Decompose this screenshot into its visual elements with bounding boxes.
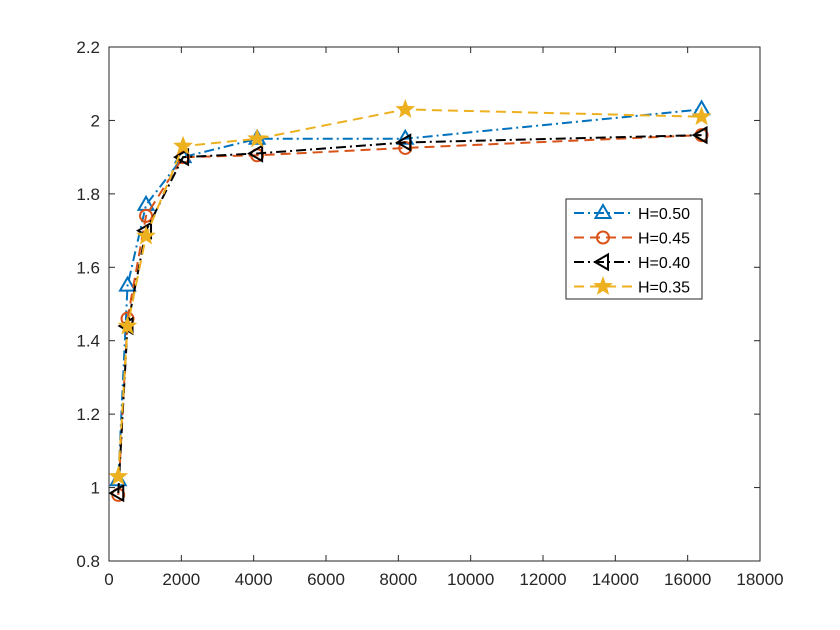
legend-entry: H=0.45: [574, 230, 690, 248]
data-point-marker: [173, 147, 190, 167]
legend-label: H=0.45: [638, 231, 690, 248]
x-tick-label: 0: [104, 570, 113, 589]
legend-label: H=0.35: [638, 280, 690, 297]
x-tick-label: 4000: [235, 570, 273, 589]
legend-marker: [596, 230, 610, 245]
y-tick-label: 2: [91, 111, 100, 130]
data-point-marker: [108, 466, 129, 485]
legend-marker: [593, 202, 613, 219]
data-point-marker: [139, 208, 154, 223]
data-point-marker: [118, 275, 137, 292]
legend-label: H=0.50: [638, 206, 690, 223]
legend-entry: H=0.40: [574, 252, 690, 272]
data-point-marker: [108, 483, 125, 503]
y-tick-label: 2.2: [76, 38, 100, 57]
x-tick-label: 18000: [736, 570, 783, 589]
data-point-marker: [173, 135, 193, 155]
data-point-marker: [691, 125, 708, 145]
y-tick-label: 1.4: [76, 332, 100, 351]
legend-box: [565, 198, 703, 300]
y-tick-label: 0.8: [76, 552, 100, 571]
legend-label: H=0.40: [638, 255, 690, 272]
axes-layer: 0 2000 4000 6000 8000 10000 12000 14000 16000 180…: [76, 38, 783, 589]
series-layer: [108, 98, 712, 503]
series-H=0.35: [108, 98, 712, 485]
legend-marker: [592, 252, 609, 272]
y-tick-label: 1.6: [76, 258, 100, 277]
x-tick-label: 6000: [307, 570, 345, 589]
data-point-marker: [117, 315, 138, 335]
axes-box: [108, 46, 761, 562]
legend-entry: H=0.35: [574, 276, 690, 297]
data-point-marker: [136, 225, 156, 245]
data-point-marker: [396, 128, 415, 145]
data-point-marker: [691, 106, 712, 126]
x-tick-label: 10000: [447, 570, 494, 589]
plot-area: [109, 47, 760, 561]
data-point-marker: [395, 133, 412, 152]
x-tick-label: 14000: [592, 570, 639, 589]
y-tick-label: 1.8: [76, 185, 100, 204]
x-tick-label: 2000: [162, 570, 200, 589]
y-tick-label: 1: [91, 479, 100, 498]
legend-marker: [593, 276, 613, 295]
data-point-marker: [247, 144, 264, 163]
legend-entry: H=0.50: [574, 202, 690, 223]
y-tick-label: 1.2: [76, 405, 100, 424]
x-tick-label: 8000: [379, 570, 417, 589]
x-tick-label: 16000: [664, 570, 711, 589]
x-tick-label: 12000: [519, 570, 566, 589]
data-point-marker: [247, 128, 268, 148]
legend: H=0.50 H=0.45 H=0.40 H=0.35: [565, 198, 703, 300]
data-point-marker: [395, 98, 416, 118]
